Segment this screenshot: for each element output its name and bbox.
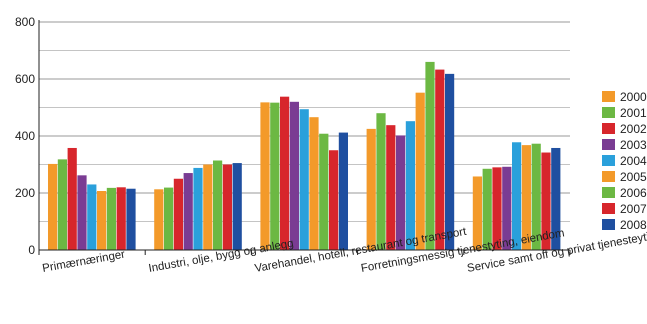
legend-swatch xyxy=(602,203,615,214)
bar xyxy=(415,92,425,251)
bar xyxy=(386,125,396,250)
bar xyxy=(435,69,445,250)
legend-label: 2008 xyxy=(620,218,647,232)
bar xyxy=(531,143,541,250)
bar xyxy=(482,168,492,250)
bar xyxy=(126,188,136,250)
y-tick-label: 200 xyxy=(15,186,35,200)
legend-swatch xyxy=(602,171,615,182)
bar xyxy=(396,135,406,250)
bar xyxy=(541,152,551,250)
bar xyxy=(97,191,107,250)
bar xyxy=(173,178,183,250)
bar xyxy=(260,102,270,251)
bar xyxy=(376,113,386,250)
bar xyxy=(193,167,203,250)
bar xyxy=(309,117,319,250)
legend-swatch xyxy=(602,139,615,150)
bar xyxy=(366,128,376,250)
bar xyxy=(319,133,329,250)
bar xyxy=(183,173,193,250)
legend-swatch xyxy=(602,123,615,134)
bar xyxy=(213,160,223,250)
bar xyxy=(87,184,97,250)
legend-label: 2002 xyxy=(620,122,647,136)
y-tick-label: 600 xyxy=(15,72,35,86)
legend-swatch xyxy=(602,187,615,198)
legend-label: 2005 xyxy=(620,170,647,184)
bar xyxy=(154,189,164,250)
bar xyxy=(116,187,126,250)
legend-label: 2003 xyxy=(620,138,647,152)
y-tick-label: 800 xyxy=(15,15,35,29)
y-tick-labels: 0 200 400 600 800 xyxy=(15,15,35,257)
bar xyxy=(203,164,213,250)
legend-swatch xyxy=(602,219,615,230)
legend-label: 2007 xyxy=(620,202,647,216)
legend-label: 2004 xyxy=(620,154,647,168)
bar xyxy=(551,147,561,250)
bar xyxy=(232,163,242,250)
bar xyxy=(164,187,174,250)
bar xyxy=(405,121,415,251)
bars xyxy=(48,61,561,251)
legend-swatch xyxy=(602,155,615,166)
bar xyxy=(106,187,116,250)
legend-swatch xyxy=(602,107,615,118)
y-tick-label: 400 xyxy=(15,129,35,143)
legend-label: 2006 xyxy=(620,186,647,200)
bar xyxy=(445,73,455,251)
bar xyxy=(299,109,309,251)
bar xyxy=(270,102,280,250)
bar xyxy=(492,167,502,250)
bar xyxy=(280,96,290,250)
legend-label: 2000 xyxy=(620,90,647,104)
legend: 2000 2001 2002 2003 2004 2005 2006 2007 2008 xyxy=(602,90,647,232)
legend-swatch xyxy=(602,91,615,102)
legend-label: 2001 xyxy=(620,106,647,120)
bar xyxy=(338,132,348,250)
y-tick-label: 0 xyxy=(28,243,35,257)
axes xyxy=(38,20,571,255)
bar xyxy=(521,145,531,250)
bar xyxy=(289,101,299,250)
bar xyxy=(222,164,232,250)
bar xyxy=(502,166,512,250)
bar xyxy=(329,150,339,250)
category-label: Primærnæringer xyxy=(41,249,126,275)
bar xyxy=(67,147,77,250)
bar xyxy=(57,159,67,250)
bar xyxy=(472,176,482,250)
bar xyxy=(77,175,87,250)
bar xyxy=(425,61,435,251)
bar xyxy=(48,163,58,250)
bar xyxy=(512,142,522,250)
